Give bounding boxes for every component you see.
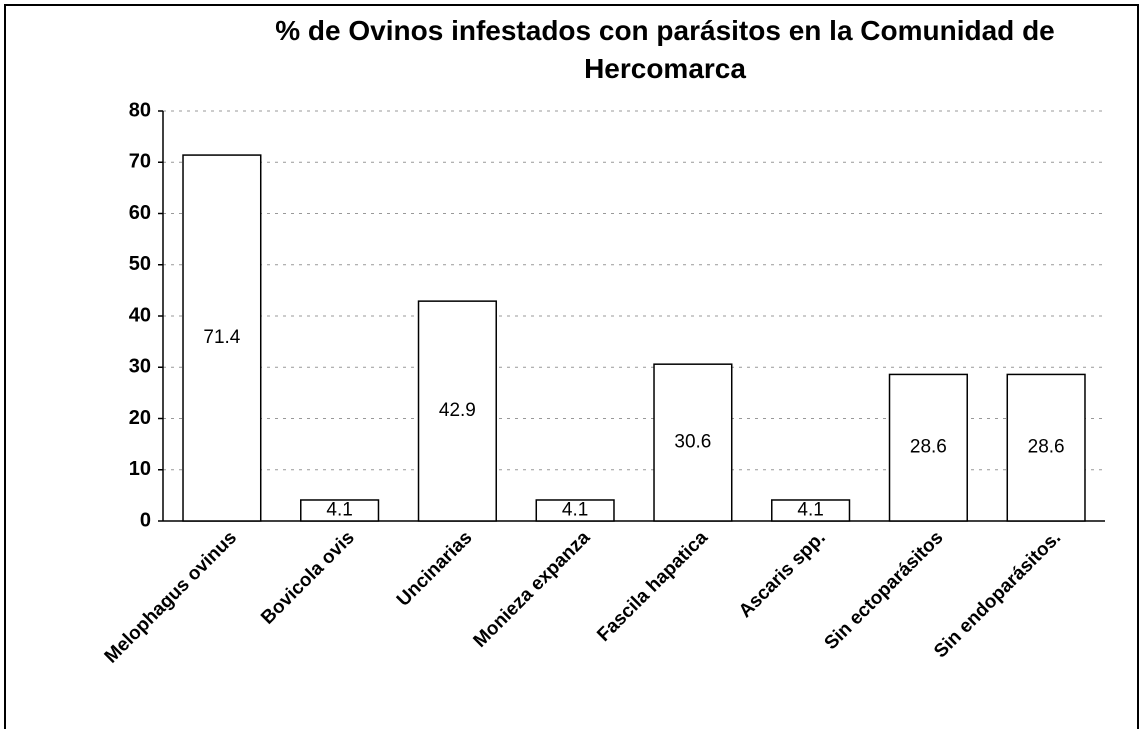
y-tick-label: 70 xyxy=(129,151,151,173)
data-label: 28.6 xyxy=(910,437,947,458)
y-tick-label: 40 xyxy=(129,304,151,326)
x-tick-label: Ascaris spp. xyxy=(735,527,830,622)
x-tick-label: Uncinarias xyxy=(393,527,477,611)
y-tick-label: 80 xyxy=(129,99,151,121)
bar xyxy=(535,499,615,522)
y-tick-label: 10 xyxy=(129,458,151,480)
bar xyxy=(771,499,851,522)
y-tick-label: 50 xyxy=(129,253,151,275)
data-label: 4.1 xyxy=(562,500,588,521)
data-label: 71.4 xyxy=(203,327,240,348)
chart-border xyxy=(4,4,1139,729)
x-tick-label: Sin endoparásitos. xyxy=(930,527,1065,662)
bar xyxy=(888,373,968,522)
chart-title: % de Ovinos infestados con parásitos en … xyxy=(275,15,1055,84)
bar xyxy=(417,300,497,522)
bar xyxy=(182,154,262,522)
bar xyxy=(1006,373,1086,522)
data-label: 30.6 xyxy=(674,432,711,453)
bar xyxy=(653,363,733,522)
data-label: 42.9 xyxy=(439,400,476,421)
y-tick-label: 0 xyxy=(140,509,151,531)
y-tick-label: 30 xyxy=(129,356,151,378)
y-tick-label: 60 xyxy=(129,202,151,224)
x-tick-label: Bovicola ovis xyxy=(257,527,358,628)
data-label: 4.1 xyxy=(326,500,352,521)
y-tick-label: 20 xyxy=(129,407,151,429)
x-tick-label: Melophagus ovinus xyxy=(101,527,241,667)
x-tick-label: Monieza expanza xyxy=(470,527,595,652)
data-label: 4.1 xyxy=(797,500,823,521)
x-tick-label: Fascila hapatica xyxy=(593,527,712,646)
data-label: 28.6 xyxy=(1028,437,1065,458)
bar xyxy=(300,499,380,522)
x-tick-label: Sin ectoparásitos xyxy=(821,527,948,654)
